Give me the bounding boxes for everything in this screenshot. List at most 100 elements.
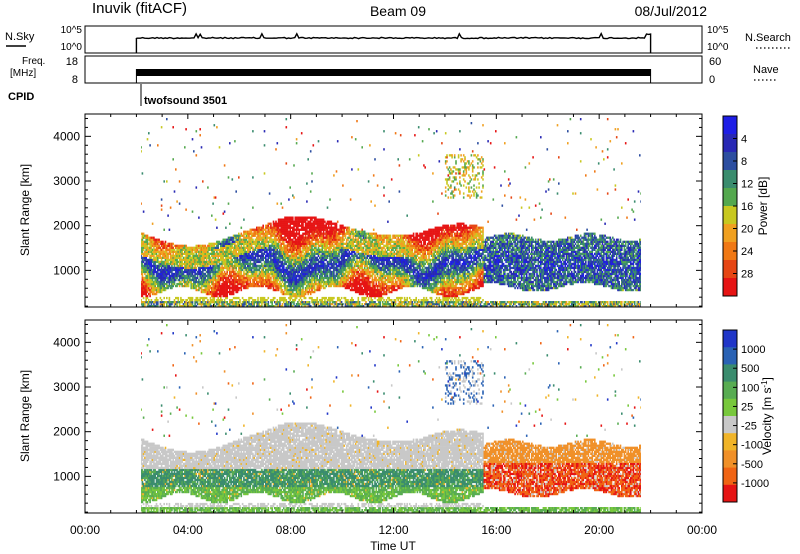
power-cell <box>193 284 195 288</box>
power-cell <box>257 248 259 251</box>
power-cell <box>265 284 267 288</box>
power-cell <box>166 180 168 183</box>
power-cell <box>279 224 281 227</box>
power-cell <box>240 268 243 272</box>
power-cell <box>175 270 177 274</box>
power-cell <box>230 236 232 239</box>
power-cell <box>256 232 258 235</box>
power-cell <box>321 252 324 255</box>
power-cell <box>232 301 235 304</box>
power-cell <box>163 180 165 183</box>
power-cell <box>326 276 329 280</box>
power-cell <box>236 256 239 259</box>
power-cell <box>225 246 227 249</box>
power-cell <box>231 288 234 292</box>
power-cell <box>194 274 196 278</box>
power-cell <box>271 248 273 251</box>
power-cell <box>185 303 187 306</box>
power-cell <box>230 292 232 296</box>
power-cell <box>208 286 210 290</box>
power-cell <box>151 254 154 257</box>
power-cell <box>275 303 277 306</box>
power-cell <box>285 262 288 266</box>
power-cell <box>235 290 237 294</box>
power-cell <box>249 240 252 243</box>
power-cell <box>199 266 201 270</box>
power-cell <box>250 274 253 278</box>
power-cell <box>164 254 167 257</box>
power-cell <box>154 268 156 272</box>
power-cell <box>259 226 262 229</box>
power-cell <box>149 266 151 270</box>
power-cell <box>199 252 201 255</box>
power-cell <box>187 280 190 284</box>
power-cell <box>340 272 343 276</box>
power-cell <box>211 266 213 270</box>
power-cell <box>227 276 230 280</box>
power-cell <box>184 266 186 270</box>
power-cell <box>221 242 223 245</box>
power-cell <box>280 202 282 205</box>
power-cell <box>145 246 147 249</box>
power-cell <box>241 276 244 280</box>
power-cell <box>263 228 266 231</box>
power-cell <box>162 276 164 280</box>
power-cell <box>299 292 302 296</box>
power-cell <box>191 246 194 249</box>
power-cell <box>213 278 216 282</box>
power-cell <box>286 242 289 245</box>
power-cell <box>138 245 140 247</box>
power-cell <box>154 266 156 270</box>
power-cell <box>227 262 230 266</box>
power-cell <box>270 226 272 229</box>
power-cell <box>320 272 322 276</box>
power-cell <box>275 258 277 262</box>
power-cell <box>275 282 277 286</box>
power-cell <box>185 270 187 274</box>
power-cell <box>136 281 138 283</box>
power-cell <box>271 282 273 286</box>
power-cell <box>136 295 138 297</box>
power-cell <box>259 278 262 282</box>
power-cell <box>190 296 192 300</box>
power-cell <box>322 250 325 253</box>
power-cell <box>208 290 210 294</box>
power-cell <box>146 236 149 239</box>
power-cell <box>148 299 150 302</box>
power-cell <box>311 224 313 227</box>
power-cell <box>333 282 335 286</box>
power-cell <box>240 242 243 245</box>
power-cell <box>252 228 254 231</box>
power-cell <box>270 232 272 235</box>
power-cell <box>200 290 203 294</box>
power-cell <box>149 282 151 286</box>
power-cell <box>248 266 250 270</box>
power-cell <box>306 272 308 276</box>
power-cell <box>307 240 309 243</box>
power-cell <box>322 244 325 247</box>
power-cell <box>292 290 294 294</box>
power-cell <box>153 256 155 259</box>
power-cell <box>325 244 327 247</box>
power-cell <box>248 240 250 243</box>
power-cell <box>185 280 187 284</box>
power-cell <box>234 272 236 276</box>
power-cell <box>185 128 187 131</box>
power-cell <box>185 254 187 257</box>
power-cell <box>277 220 280 223</box>
power-cell <box>235 254 237 257</box>
power-cell <box>306 238 308 241</box>
power-cell <box>222 260 225 264</box>
power-cell <box>185 262 187 266</box>
power-cell <box>325 246 327 249</box>
power-cell <box>195 272 198 276</box>
power-cell <box>146 301 149 304</box>
power-cell <box>142 240 145 243</box>
power-cell <box>267 264 270 268</box>
power-cell <box>293 256 295 259</box>
power-cell <box>208 260 210 264</box>
power-cell <box>181 284 183 288</box>
power-cell <box>334 282 336 286</box>
power-cell <box>195 154 198 157</box>
